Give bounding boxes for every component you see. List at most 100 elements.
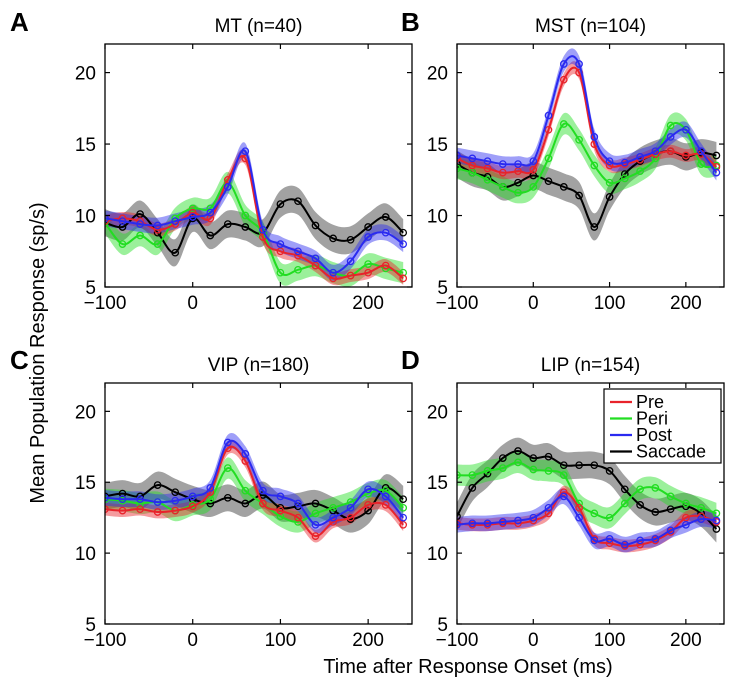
data-point-peri: [666, 121, 675, 130]
axes-box: [104, 43, 413, 288]
data-point-pre: [136, 505, 144, 514]
data-point-peri: [188, 204, 197, 213]
data-point-peri: [223, 464, 232, 472]
data-point-post: [666, 133, 675, 141]
data-point-post: [241, 147, 250, 156]
data-point-peri: [399, 503, 408, 512]
data-point-post: [666, 526, 675, 535]
data-point-pre: [399, 520, 408, 529]
data-point-pre: [206, 214, 215, 223]
data-point-peri: [457, 471, 461, 479]
y-tick-label: 5: [85, 615, 96, 636]
data-point-saccade: [241, 223, 250, 231]
data-point-post: [206, 208, 215, 217]
data-point-peri: [666, 492, 675, 501]
data-point-peri: [544, 467, 553, 475]
data-point-post: [153, 221, 162, 230]
data-point-saccade: [294, 197, 302, 206]
data-point-post: [311, 520, 320, 529]
data-point-post: [294, 499, 302, 508]
data-point-pre: [364, 268, 372, 277]
panel-label: A: [10, 7, 29, 37]
data-point-post: [590, 536, 599, 545]
data-point-peri: [498, 464, 507, 472]
data-point-post: [682, 520, 690, 529]
plot-area: [457, 437, 721, 553]
y-axis-label: Mean Population Response (sp/s): [27, 202, 49, 503]
data-point-post: [636, 153, 644, 161]
data-point-saccade: [311, 499, 320, 508]
series-line-pre: [457, 66, 718, 175]
data-point-peri: [241, 486, 250, 495]
data-point-post: [575, 60, 583, 68]
panel-d: D LIP (n=154) −100 0 100 200 5 10 15 20: [401, 345, 725, 651]
data-point-peri: [697, 503, 705, 512]
data-point-post: [712, 168, 721, 177]
x-tick-label: 100: [265, 630, 297, 651]
data-point-pre: [399, 274, 408, 283]
data-point-pre: [575, 503, 583, 512]
legend-label-post: Post: [636, 425, 672, 445]
data-point-post: [651, 535, 660, 543]
error-band-peri: [457, 451, 717, 529]
error-band-peri: [105, 171, 404, 287]
y-tick-label: 20: [75, 402, 96, 423]
data-point-peri: [483, 467, 492, 475]
data-point-post: [223, 183, 232, 191]
data-point-pre: [188, 208, 197, 217]
series-line-post: [457, 55, 718, 174]
y-tick-label: 10: [75, 544, 96, 565]
data-point-post: [399, 513, 408, 522]
data-point-saccade: [514, 178, 522, 187]
data-point-pre: [276, 506, 285, 515]
error-band-pre: [105, 149, 404, 286]
data-point-peri: [514, 458, 522, 467]
data-point-saccade: [311, 221, 320, 230]
error-band-post: [457, 48, 717, 181]
data-point-saccade: [575, 461, 583, 470]
data-point-saccade: [544, 452, 553, 461]
x-tick-label: 100: [594, 630, 626, 651]
data-point-saccade: [241, 499, 250, 508]
panel-c: C VIP (n=180) −100 0 100 200 5 10 15 20: [10, 345, 413, 651]
data-point-saccade: [171, 488, 180, 497]
data-point-pre: [171, 506, 180, 515]
data-point-saccade: [529, 171, 538, 180]
data-point-post: [241, 450, 250, 458]
plot-area: [457, 48, 721, 241]
data-point-saccade: [457, 512, 461, 521]
data-point-saccade: [206, 231, 215, 240]
panel-title: VIP (n=180): [208, 355, 310, 376]
axes-box: [456, 43, 725, 288]
data-point-pre: [666, 147, 675, 156]
data-point-peri: [682, 499, 690, 508]
data-point-post: [559, 60, 568, 68]
data-point-post: [276, 240, 285, 248]
data-point-post: [329, 513, 337, 522]
y-tick-label: 5: [85, 278, 96, 299]
data-point-post: [651, 147, 660, 156]
data-point-peri: [605, 513, 614, 522]
data-point-post: [697, 515, 705, 523]
data-point-saccade: [575, 191, 583, 200]
error-band-pre: [457, 61, 717, 180]
data-point-peri: [329, 503, 337, 512]
data-point-peri: [483, 175, 492, 184]
data-point-saccade: [364, 506, 372, 515]
data-point-post: [223, 438, 232, 447]
data-point-post: [136, 220, 144, 228]
data-point-peri: [620, 499, 629, 508]
data-point-peri: [544, 154, 553, 163]
data-point-saccade: [712, 151, 721, 160]
panel-title: MST (n=104): [535, 16, 646, 37]
data-point-post: [457, 520, 461, 529]
data-point-peri: [575, 135, 583, 144]
series-line-post: [105, 439, 404, 527]
data-point-saccade: [381, 213, 390, 221]
data-point-pre: [381, 501, 390, 509]
series-line-post: [457, 495, 717, 546]
x-tick-label: 100: [265, 293, 297, 314]
data-point-post: [311, 254, 320, 263]
data-point-post: [697, 147, 705, 156]
data-point-post: [364, 233, 372, 241]
